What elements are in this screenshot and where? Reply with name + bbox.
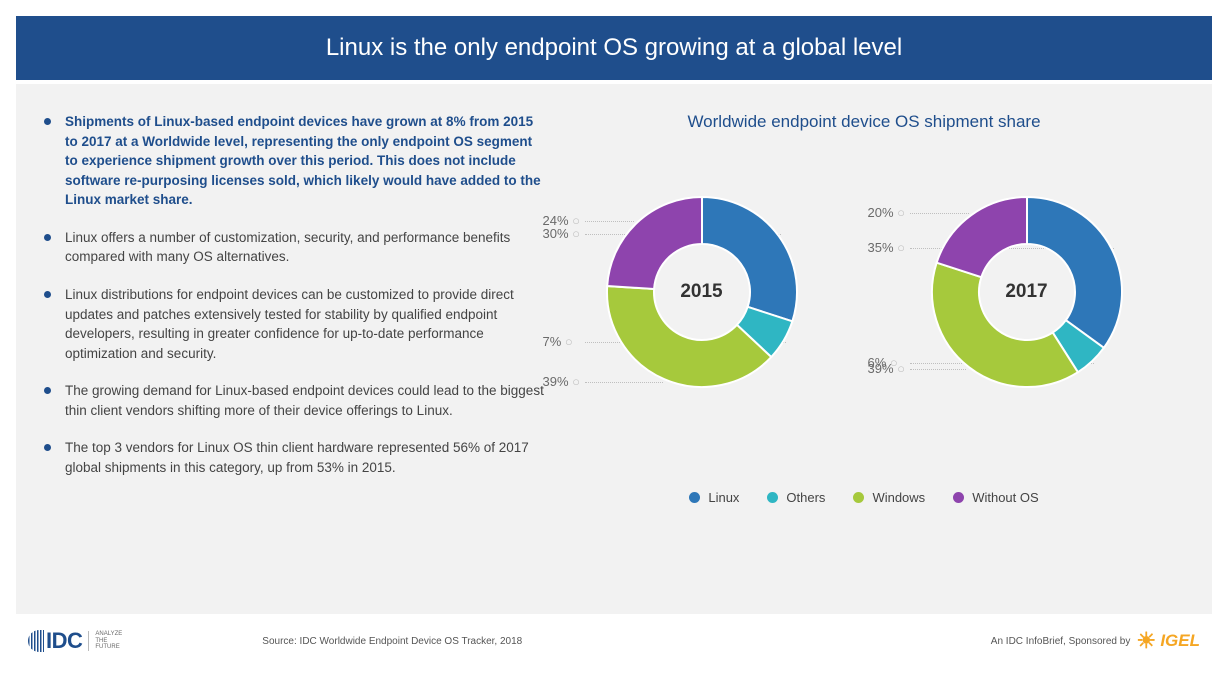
legend-item: Without OS <box>953 490 1038 505</box>
idc-brand-text: IDC <box>46 628 82 654</box>
donut-slice <box>1027 197 1122 348</box>
legend-swatch-icon <box>853 492 864 503</box>
igel-logo: IGEL <box>1138 631 1200 651</box>
donut-center-label: 2015 <box>680 281 722 303</box>
page-title: Linux is the only endpoint OS growing at… <box>326 34 902 62</box>
legend-item: Windows <box>853 490 925 505</box>
legend-label: Without OS <box>972 490 1038 505</box>
legend-swatch-icon <box>689 492 700 503</box>
sponsor-prefix: An IDC InfoBrief, Sponsored by <box>991 636 1131 647</box>
legend-swatch-icon <box>767 492 778 503</box>
title-bar: Linux is the only endpoint OS growing at… <box>16 16 1212 80</box>
bullet-dot-icon <box>44 444 51 451</box>
bullet-dot-icon <box>44 387 51 394</box>
chart-title: Worldwide endpoint device OS shipment sh… <box>544 112 1184 132</box>
legend-label: Linux <box>708 490 739 505</box>
bullet-item: Linux offers a number of customization, … <box>44 228 544 267</box>
sponsor-block: An IDC InfoBrief, Sponsored by IGEL <box>991 631 1200 651</box>
donut-chart: 35% ○6% ○39% ○20% ○2017 <box>877 142 1177 442</box>
idc-tagline-3: FUTURE <box>95 644 119 650</box>
idc-logo: IDC ANALYZE THE FUTURE <box>28 628 122 654</box>
chart-legend: Linux Others Windows Without OS <box>544 490 1184 505</box>
legend-swatch-icon <box>953 492 964 503</box>
idc-tagline: ANALYZE THE FUTURE <box>88 631 122 651</box>
content-panel: Shipments of Linux-based endpoint device… <box>16 84 1212 614</box>
idc-tagline-1: ANALYZE <box>95 631 122 637</box>
bullet-dot-icon <box>44 234 51 241</box>
donut-slice <box>936 197 1026 277</box>
donut-chart: 30% ○7% ○39% ○24% ○2015 <box>552 142 852 442</box>
idc-stripes-icon <box>28 630 44 652</box>
bullet-text: Linux distributions for endpoint devices… <box>65 285 544 363</box>
legend-label: Windows <box>872 490 925 505</box>
bullet-item: The growing demand for Linux-based endpo… <box>44 381 544 420</box>
infographic-root: Linux is the only endpoint OS growing at… <box>0 16 1228 697</box>
chart-column: Worldwide endpoint device OS shipment sh… <box>544 112 1184 596</box>
donut-slice <box>607 197 702 289</box>
bullet-item: Linux distributions for endpoint devices… <box>44 285 544 363</box>
donut-center-label: 2017 <box>1005 281 1047 303</box>
sun-icon <box>1138 631 1158 651</box>
idc-tagline-2: THE <box>95 638 107 644</box>
idc-wordmark: IDC <box>28 628 82 654</box>
bullet-text: Shipments of Linux-based endpoint device… <box>65 112 544 210</box>
bullet-text: Linux offers a number of customization, … <box>65 228 544 267</box>
legend-label: Others <box>786 490 825 505</box>
bullets-list: Shipments of Linux-based endpoint device… <box>44 112 544 477</box>
bullets-column: Shipments of Linux-based endpoint device… <box>44 112 544 596</box>
bullet-item: The top 3 vendors for Linux OS thin clie… <box>44 438 544 477</box>
bullet-dot-icon <box>44 291 51 298</box>
footer-bar: IDC ANALYZE THE FUTURE Source: IDC World… <box>0 614 1228 668</box>
bullet-item: Shipments of Linux-based endpoint device… <box>44 112 544 210</box>
donut-row: 30% ○7% ○39% ○24% ○201535% ○6% ○39% ○20%… <box>544 142 1184 462</box>
source-text: Source: IDC Worldwide Endpoint Device OS… <box>262 636 522 647</box>
bullet-dot-icon <box>44 118 51 125</box>
sponsor-name: IGEL <box>1160 631 1200 651</box>
legend-item: Linux <box>689 490 739 505</box>
bullet-text: The growing demand for Linux-based endpo… <box>65 381 544 420</box>
bullet-text: The top 3 vendors for Linux OS thin clie… <box>65 438 544 477</box>
legend-item: Others <box>767 490 825 505</box>
